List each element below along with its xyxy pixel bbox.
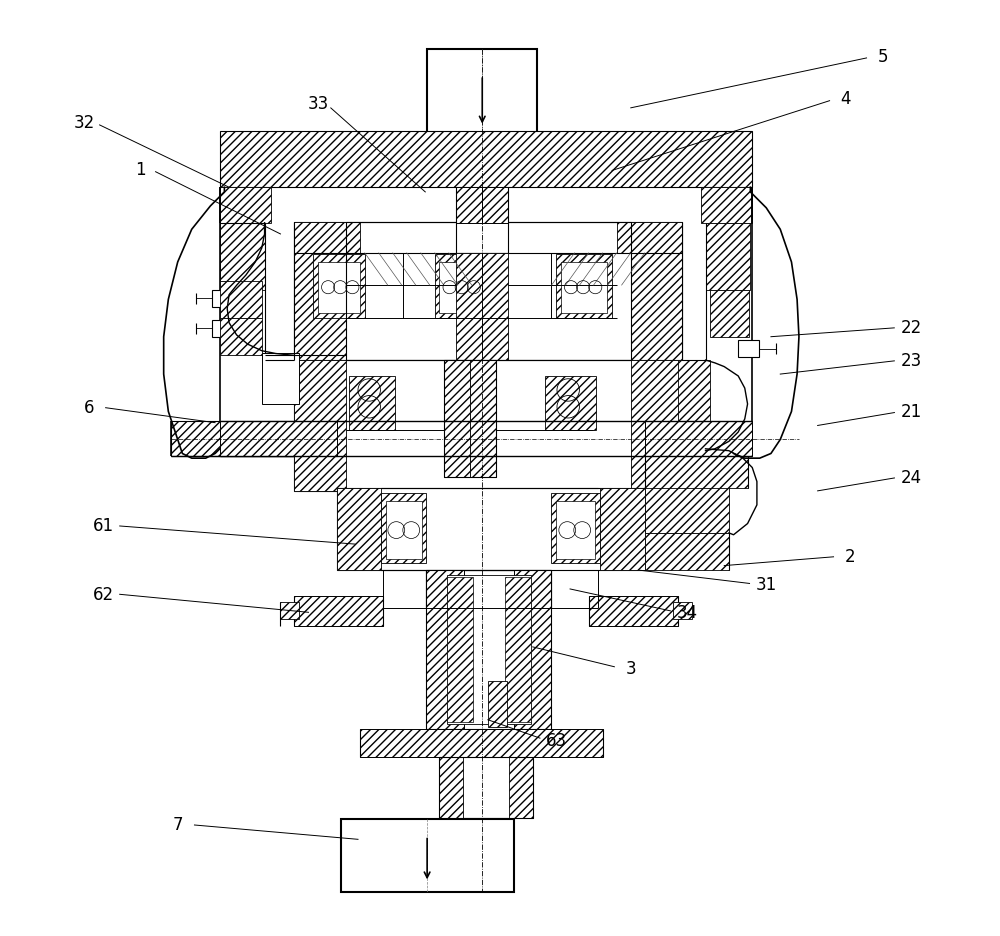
Bar bbox=[556, 256, 612, 318]
Bar bbox=[349, 376, 395, 431]
Bar bbox=[220, 318, 262, 356]
Bar bbox=[488, 680, 507, 727]
Bar bbox=[701, 188, 752, 224]
Text: 61: 61 bbox=[92, 517, 114, 534]
Bar bbox=[294, 223, 360, 254]
Bar bbox=[673, 603, 692, 620]
Text: 63: 63 bbox=[545, 732, 567, 750]
Bar bbox=[294, 597, 383, 626]
Bar bbox=[294, 360, 682, 491]
Bar bbox=[212, 320, 233, 337]
Bar bbox=[645, 534, 729, 571]
Text: 2: 2 bbox=[845, 548, 856, 565]
Bar bbox=[678, 360, 710, 451]
Bar bbox=[470, 360, 496, 477]
Bar bbox=[426, 571, 464, 729]
Bar bbox=[381, 493, 426, 563]
Bar bbox=[545, 376, 596, 431]
Text: 33: 33 bbox=[307, 95, 328, 113]
Text: 4: 4 bbox=[840, 91, 851, 109]
Bar bbox=[439, 757, 533, 818]
Bar bbox=[439, 263, 481, 314]
Bar bbox=[280, 603, 299, 620]
Bar bbox=[220, 282, 262, 318]
Bar bbox=[220, 188, 271, 224]
Bar bbox=[482, 188, 508, 224]
Bar bbox=[435, 256, 486, 318]
Text: 62: 62 bbox=[92, 585, 114, 603]
Bar bbox=[220, 132, 752, 188]
Text: 6: 6 bbox=[84, 399, 94, 417]
Text: 32: 32 bbox=[74, 113, 95, 132]
Bar bbox=[294, 254, 346, 360]
Bar bbox=[426, 571, 551, 729]
Text: 7: 7 bbox=[172, 815, 183, 833]
Bar bbox=[447, 576, 531, 724]
Text: 1: 1 bbox=[135, 160, 146, 179]
Bar bbox=[220, 224, 265, 291]
Bar bbox=[645, 451, 748, 489]
Text: 31: 31 bbox=[756, 576, 777, 593]
Text: 23: 23 bbox=[900, 352, 922, 370]
Bar bbox=[294, 223, 682, 360]
Bar bbox=[444, 360, 496, 477]
Bar bbox=[710, 291, 749, 337]
Bar bbox=[220, 291, 259, 337]
Bar bbox=[456, 254, 482, 360]
Bar bbox=[427, 50, 537, 137]
Bar bbox=[341, 819, 514, 892]
Bar bbox=[556, 502, 595, 560]
Bar bbox=[631, 254, 682, 360]
Bar bbox=[645, 451, 729, 534]
Bar bbox=[386, 502, 422, 560]
Text: 21: 21 bbox=[900, 403, 922, 421]
Bar bbox=[444, 360, 470, 477]
Bar bbox=[262, 353, 299, 404]
Bar bbox=[337, 489, 645, 571]
Bar bbox=[294, 360, 346, 491]
Bar bbox=[738, 341, 759, 358]
Text: 3: 3 bbox=[625, 660, 636, 678]
Bar bbox=[617, 223, 682, 254]
Bar bbox=[439, 757, 463, 818]
Bar bbox=[551, 493, 600, 563]
Bar bbox=[482, 254, 508, 360]
Bar bbox=[631, 360, 682, 491]
Bar bbox=[514, 571, 551, 729]
Bar bbox=[337, 489, 381, 571]
Bar bbox=[456, 188, 482, 224]
Text: 34: 34 bbox=[676, 604, 697, 622]
Bar bbox=[561, 263, 607, 314]
Bar bbox=[360, 729, 603, 757]
Bar bbox=[706, 224, 750, 291]
Bar bbox=[313, 256, 365, 318]
Bar bbox=[509, 757, 533, 818]
Bar bbox=[505, 578, 531, 722]
Text: 24: 24 bbox=[900, 468, 922, 487]
Bar bbox=[171, 421, 358, 457]
Bar bbox=[589, 597, 678, 626]
Bar bbox=[447, 578, 473, 722]
Text: 22: 22 bbox=[900, 319, 922, 337]
Bar bbox=[212, 291, 233, 308]
Bar bbox=[600, 489, 645, 571]
Text: 5: 5 bbox=[878, 49, 888, 66]
Bar bbox=[220, 421, 337, 457]
Bar bbox=[645, 421, 752, 457]
Bar bbox=[318, 263, 360, 314]
